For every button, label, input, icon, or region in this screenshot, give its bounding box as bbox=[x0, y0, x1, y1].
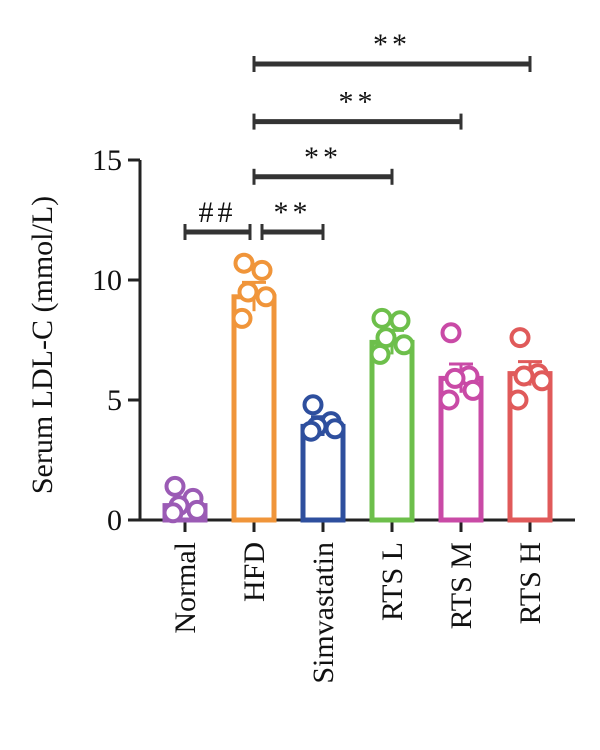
data-point bbox=[324, 418, 346, 440]
data-point bbox=[440, 322, 462, 344]
sig-label: ** bbox=[373, 28, 411, 61]
category-label: RTS H bbox=[514, 542, 547, 624]
sig-label: ** bbox=[304, 141, 342, 174]
category-label: Normal bbox=[169, 542, 202, 634]
data-point bbox=[300, 420, 322, 442]
data-point bbox=[444, 367, 466, 389]
data-point bbox=[375, 327, 397, 349]
data-point bbox=[233, 252, 255, 274]
data-point bbox=[164, 475, 186, 497]
data-point bbox=[509, 327, 531, 349]
category-label: HFD bbox=[238, 542, 271, 602]
category-label: Simvastatin bbox=[307, 542, 340, 684]
bars bbox=[162, 252, 553, 524]
data-point bbox=[507, 389, 529, 411]
bar-rts-l bbox=[369, 339, 415, 523]
y-axis-title: Serum LDL-C (mmol/L) bbox=[26, 196, 59, 494]
data-point bbox=[369, 343, 391, 365]
data-point bbox=[513, 365, 535, 387]
data-point bbox=[462, 379, 484, 401]
sig-label: ## bbox=[199, 196, 237, 229]
data-point bbox=[302, 394, 324, 416]
data-point bbox=[389, 310, 411, 332]
axes: 0 5 10 15 Normal HFD Simvastatin RTS L RTS M RTS … bbox=[92, 144, 575, 684]
data-point bbox=[371, 307, 393, 329]
y-tick-label: 0 bbox=[107, 504, 122, 537]
significance-annotations: ## ** ** ** ** bbox=[183, 28, 532, 240]
data-point bbox=[162, 502, 184, 524]
data-point bbox=[438, 389, 460, 411]
data-point bbox=[231, 307, 253, 329]
y-tick-label: 5 bbox=[107, 384, 122, 417]
sig-label: ** bbox=[274, 196, 312, 229]
category-label: RTS M bbox=[445, 542, 478, 629]
data-point bbox=[251, 259, 273, 281]
data-point bbox=[531, 370, 553, 392]
sig-label: ** bbox=[339, 86, 377, 119]
data-point bbox=[237, 281, 259, 303]
data-point bbox=[186, 499, 208, 521]
y-tick-label: 10 bbox=[92, 264, 122, 297]
bar-hfd bbox=[231, 294, 277, 523]
data-point bbox=[393, 334, 415, 356]
category-label: RTS L bbox=[376, 542, 409, 621]
y-tick-label: 15 bbox=[92, 144, 122, 177]
data-point bbox=[255, 286, 277, 308]
